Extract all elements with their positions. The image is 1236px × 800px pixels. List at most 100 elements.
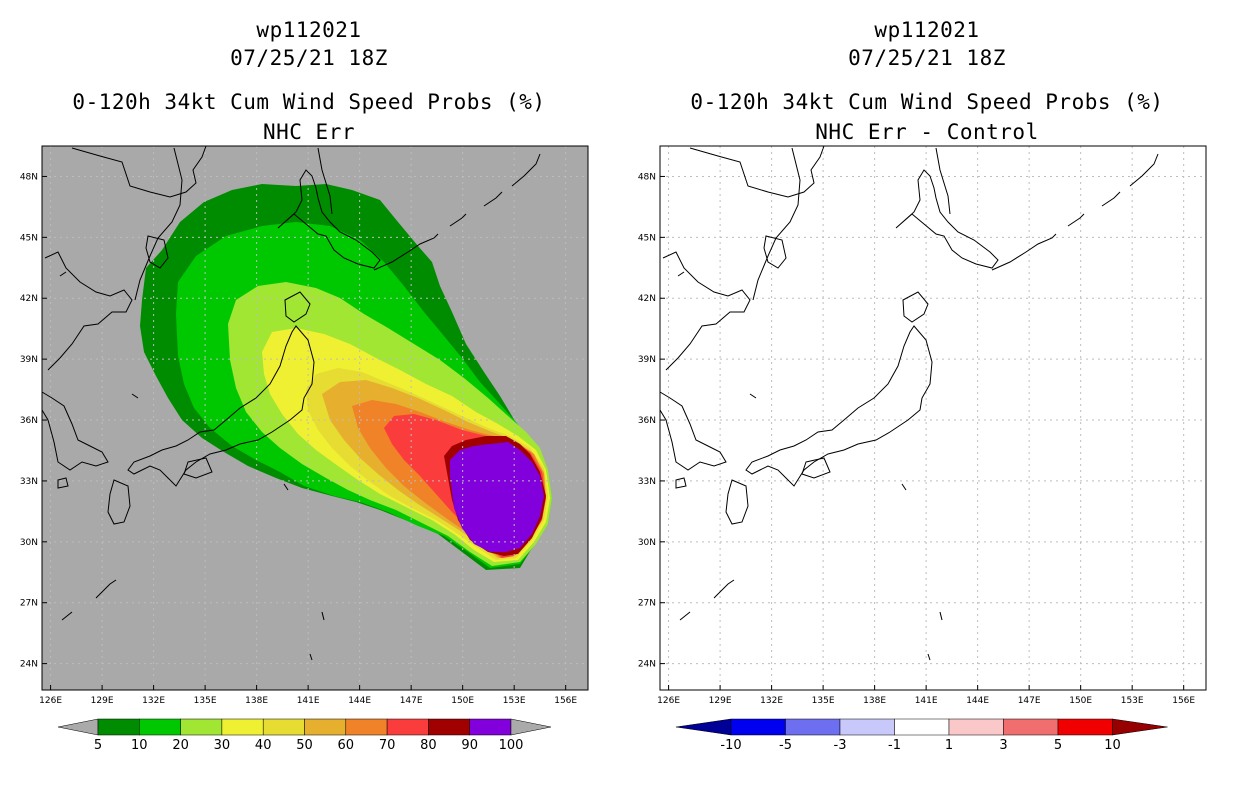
- colorbar-segment: [785, 718, 841, 736]
- lon-tick-label: 141E: [297, 696, 320, 706]
- coastline: [41, 391, 109, 471]
- right-map-background: [660, 146, 1206, 690]
- lat-tick-label: 48N: [20, 172, 38, 182]
- colorbar-segment: [97, 718, 140, 736]
- colorbar-segment: [1057, 718, 1113, 736]
- lon-tick-label: 135E: [812, 696, 835, 706]
- coastline: [309, 653, 313, 661]
- colorbar-label: 5: [94, 738, 102, 753]
- coastline: [107, 479, 131, 525]
- coastline: [939, 611, 943, 621]
- coastline: [145, 235, 169, 269]
- colorbar-label: 100: [499, 738, 524, 753]
- lon-tick-label: 138E: [245, 696, 268, 706]
- colorbar-segment: [139, 718, 181, 736]
- colorbar-segment: [304, 718, 347, 736]
- coastline: [679, 611, 691, 621]
- probs-colorbar: 5 10 20 30 40 50 60 70 80 90 100: [57, 718, 552, 753]
- right-title-storm: wp112021: [874, 18, 980, 42]
- right-coastlines: [659, 145, 1159, 661]
- lat-tick-label: 36N: [20, 416, 38, 426]
- probability-contour-shell: [450, 442, 544, 552]
- colorbar-arrow-low: [675, 718, 732, 736]
- colorbar-label: 60: [338, 738, 355, 753]
- right-title-product: 0-120h 34kt Cum Wind Speed Probs (%): [690, 90, 1164, 114]
- lon-tick-label: 150E: [1069, 696, 1092, 706]
- lon-tick-label: 156E: [554, 696, 577, 706]
- coastline: [749, 393, 757, 399]
- colorbar-segment: [345, 718, 388, 736]
- colorbar-segment: [894, 718, 950, 736]
- colorbar-label: 30: [214, 738, 231, 753]
- coastline: [901, 483, 907, 491]
- lat-tick-label: 33N: [20, 477, 38, 487]
- lat-tick-label: 30N: [20, 538, 38, 548]
- colorbar-label: -10: [720, 738, 741, 753]
- coastline: [801, 457, 831, 479]
- lon-tick-label: 153E: [1121, 696, 1144, 706]
- colorbar-segment: [180, 718, 223, 736]
- left-map-frame: [41, 145, 589, 691]
- lat-tick-label: 39N: [638, 355, 656, 365]
- lon-tick-label: 138E: [863, 696, 886, 706]
- colorbar-segment: [469, 718, 512, 736]
- coastline: [1067, 213, 1085, 227]
- lat-tick-label: 42N: [20, 294, 38, 304]
- colorbar-arrow-high: [1112, 718, 1168, 736]
- lat-tick-label: 24N: [20, 660, 38, 670]
- colorbar-label: 10: [1104, 738, 1121, 753]
- coastline: [277, 169, 381, 269]
- colorbar-label: 90: [461, 738, 478, 753]
- coastline: [71, 145, 207, 198]
- lon-tick-label: 129E: [709, 696, 732, 706]
- coastline: [511, 153, 541, 187]
- colorbar-label: 50: [296, 738, 313, 753]
- right-panel: wp112021 07/25/21 18Z 0-120h 34kt Cum Wi…: [618, 0, 1236, 800]
- colorbar-label: -1: [888, 738, 901, 753]
- colorbar-segment: [221, 718, 264, 736]
- colorbar-arrow-low: [57, 718, 99, 736]
- right-title-date: 07/25/21 18Z: [848, 46, 1006, 70]
- left-title-product: 0-120h 34kt Cum Wind Speed Probs (%): [72, 90, 546, 114]
- coastline: [927, 653, 931, 661]
- lon-tick-label: 150E: [451, 696, 474, 706]
- lon-tick-label: 144E: [966, 696, 989, 706]
- colorbar-label: 10: [131, 738, 148, 753]
- right-map: 126E 129E 132E 135E 138E 141E 144E 147E 150E 153E…: [638, 145, 1207, 753]
- coastline: [127, 325, 315, 487]
- left-axes: 126E 129E 132E 135E 138E 141E 144E 147E 150E 153E…: [20, 172, 578, 706]
- coastline: [725, 479, 749, 525]
- left-gridlines: [42, 146, 588, 690]
- lon-tick-label: 132E: [142, 696, 165, 706]
- colorbar-label: 80: [420, 738, 437, 753]
- left-coastlines: [41, 145, 541, 661]
- coastline: [1129, 153, 1159, 187]
- lon-tick-label: 147E: [400, 696, 423, 706]
- colorbar-label: -5: [779, 738, 792, 753]
- coastline: [183, 457, 213, 479]
- coastline: [131, 393, 139, 399]
- colorbar-segment: [730, 718, 786, 736]
- right-axes: 126E 129E 132E 135E 138E 141E 144E 147E 150E 153E…: [638, 172, 1196, 706]
- coastline: [935, 147, 951, 215]
- left-title-storm: wp112021: [256, 18, 362, 42]
- coastline: [752, 147, 801, 301]
- lon-tick-label: 141E: [915, 696, 938, 706]
- colorbar-label: 70: [379, 738, 396, 753]
- lat-tick-label: 24N: [638, 660, 656, 670]
- right-map-frame: [659, 145, 1207, 691]
- left-panel: wp112021 07/25/21 18Z 0-120h 34kt Cum Wi…: [20, 18, 589, 753]
- coastline: [373, 233, 439, 271]
- colorbar-label: -3: [834, 738, 847, 753]
- lat-tick-label: 48N: [638, 172, 656, 182]
- coastline: [902, 291, 929, 323]
- coastline: [677, 271, 685, 277]
- colorbar-label: 20: [172, 738, 189, 753]
- coastline: [763, 235, 787, 269]
- lon-tick-label: 135E: [194, 696, 217, 706]
- colorbar-segment: [428, 718, 470, 736]
- colorbar-segment: [948, 718, 1004, 736]
- lat-tick-label: 39N: [20, 355, 38, 365]
- coastline: [61, 611, 73, 621]
- coastline: [317, 147, 333, 215]
